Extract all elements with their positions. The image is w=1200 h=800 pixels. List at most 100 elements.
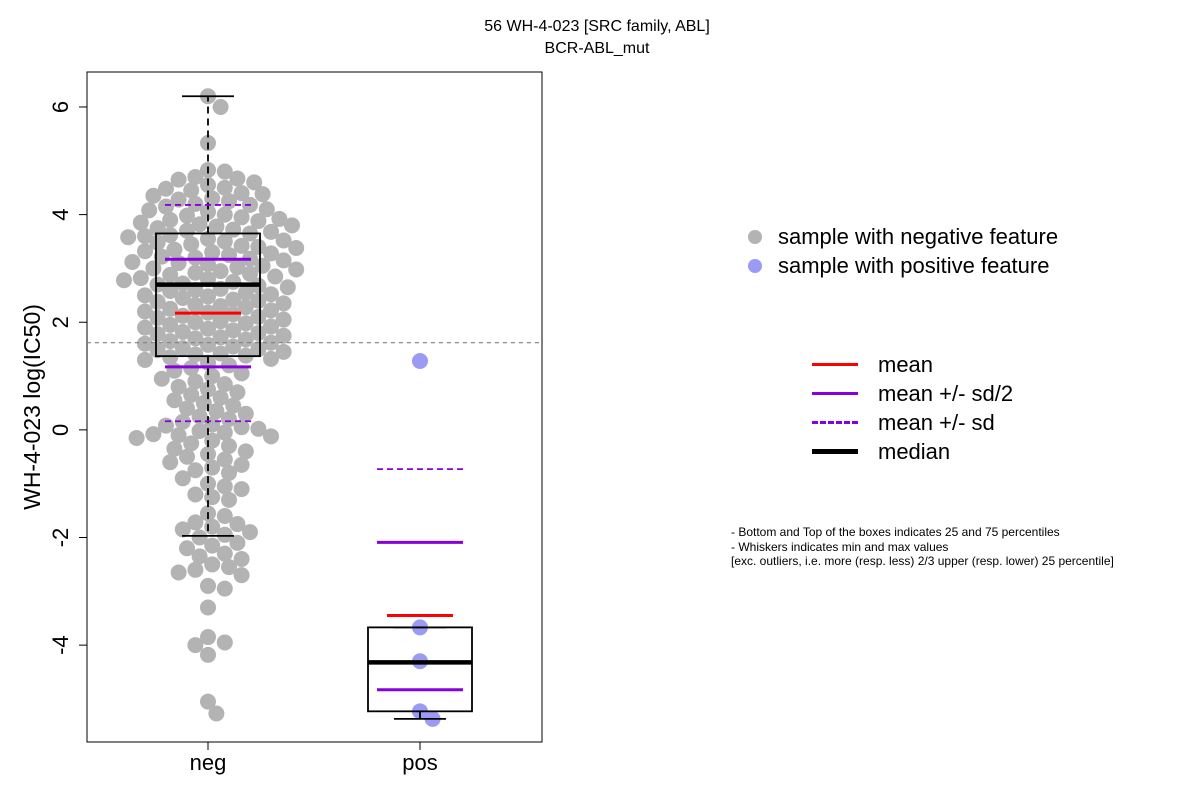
neg-point [237, 405, 254, 422]
legend-item-negative: sample with negative feature [748, 222, 1058, 251]
neg-point [170, 191, 187, 208]
neg-point [162, 300, 179, 317]
neg-point [275, 327, 292, 344]
negative-feature-swatch [748, 229, 762, 244]
neg-point [233, 567, 250, 584]
neg-point [162, 454, 179, 471]
neg-point [162, 266, 179, 283]
neg-point [141, 202, 158, 219]
neg-point [225, 322, 242, 339]
half-sd-line-swatch [812, 392, 858, 395]
neg-point [187, 346, 204, 363]
neg-point [162, 227, 179, 244]
neg-point [233, 185, 250, 202]
neg-point [137, 243, 153, 260]
neg-point [212, 263, 229, 280]
neg-point [250, 292, 267, 309]
y-tick-label: 4 [48, 208, 73, 220]
neg-point [242, 524, 258, 541]
neg-point [216, 580, 233, 597]
neg-point [174, 290, 191, 307]
neg-point [200, 629, 216, 646]
neg-point [216, 424, 233, 441]
neg-point [237, 299, 254, 316]
y-tick-label: 2 [48, 316, 73, 328]
neg-point [187, 514, 204, 531]
neg-point [254, 186, 271, 203]
neg-point [216, 507, 233, 524]
neg-point [233, 419, 250, 436]
neg-point [166, 440, 183, 457]
neg-point [275, 232, 292, 249]
legend-label-half-sd: mean +/- sd/2 [878, 380, 1014, 406]
neg-point [170, 564, 187, 581]
neg-point [221, 411, 237, 428]
neg-point [225, 397, 242, 414]
neg-point [166, 392, 183, 409]
neg-point [179, 540, 195, 557]
neg-point [170, 427, 187, 444]
plot-frame [86, 71, 543, 743]
neg-point [137, 303, 153, 320]
neg-point [200, 203, 216, 220]
neg-point [275, 311, 292, 328]
neg-point [132, 214, 149, 231]
neg-point [183, 236, 200, 253]
legend-label-negative: sample with negative feature [778, 223, 1059, 249]
neg-point [258, 201, 275, 218]
legend-item-mean: mean [812, 350, 1013, 379]
neg-point [183, 435, 200, 452]
neg-point [212, 389, 229, 406]
neg-point [216, 545, 233, 562]
neg-point [149, 234, 166, 251]
neg-point [162, 349, 179, 366]
note-line-1: - Bottom and Top of the boxes indicates … [731, 525, 1060, 539]
neg-point [237, 284, 254, 301]
neg-point [216, 634, 233, 651]
neg-point [204, 537, 221, 554]
neg-point [191, 548, 208, 565]
neg-point [216, 163, 233, 180]
neg-point [212, 298, 229, 315]
neg-point [153, 370, 170, 387]
neg-point [204, 489, 221, 506]
x-tick-label: neg [190, 750, 227, 775]
neg-point [187, 297, 204, 314]
neg-point [216, 526, 233, 543]
neg-point [221, 559, 237, 576]
neg-point [246, 174, 263, 191]
neg-point [221, 357, 237, 374]
neg-point [137, 319, 153, 336]
neg-box [155, 232, 261, 358]
neg-point [137, 335, 153, 352]
neg-point [162, 316, 179, 333]
median-line-swatch [812, 449, 858, 454]
neg-point [158, 180, 174, 197]
neg-point [275, 252, 292, 269]
neg-point [200, 475, 216, 492]
legend-item-median: median [812, 437, 1013, 466]
neg-point [183, 386, 200, 403]
chart-title: 56 WH-4-023 [SRC family, ABL] [484, 18, 710, 35]
neg-point [263, 350, 279, 367]
neg-point [149, 309, 166, 326]
neg-point [233, 365, 250, 382]
neg-point [145, 187, 162, 204]
neg-point [149, 293, 166, 310]
neg-point [187, 373, 204, 390]
neg-point [179, 207, 195, 224]
neg-point [116, 272, 132, 289]
neg-point [149, 220, 166, 237]
neg-point [200, 646, 216, 663]
neg-point [174, 340, 191, 357]
neg-point [124, 253, 141, 270]
neg-point [208, 218, 225, 235]
neg-point [271, 210, 288, 227]
neg-point [250, 420, 267, 437]
neg-point [275, 343, 292, 360]
neg-point [204, 459, 221, 476]
neg-point [145, 260, 162, 277]
neg-point [267, 268, 284, 285]
neg-point [187, 195, 204, 212]
